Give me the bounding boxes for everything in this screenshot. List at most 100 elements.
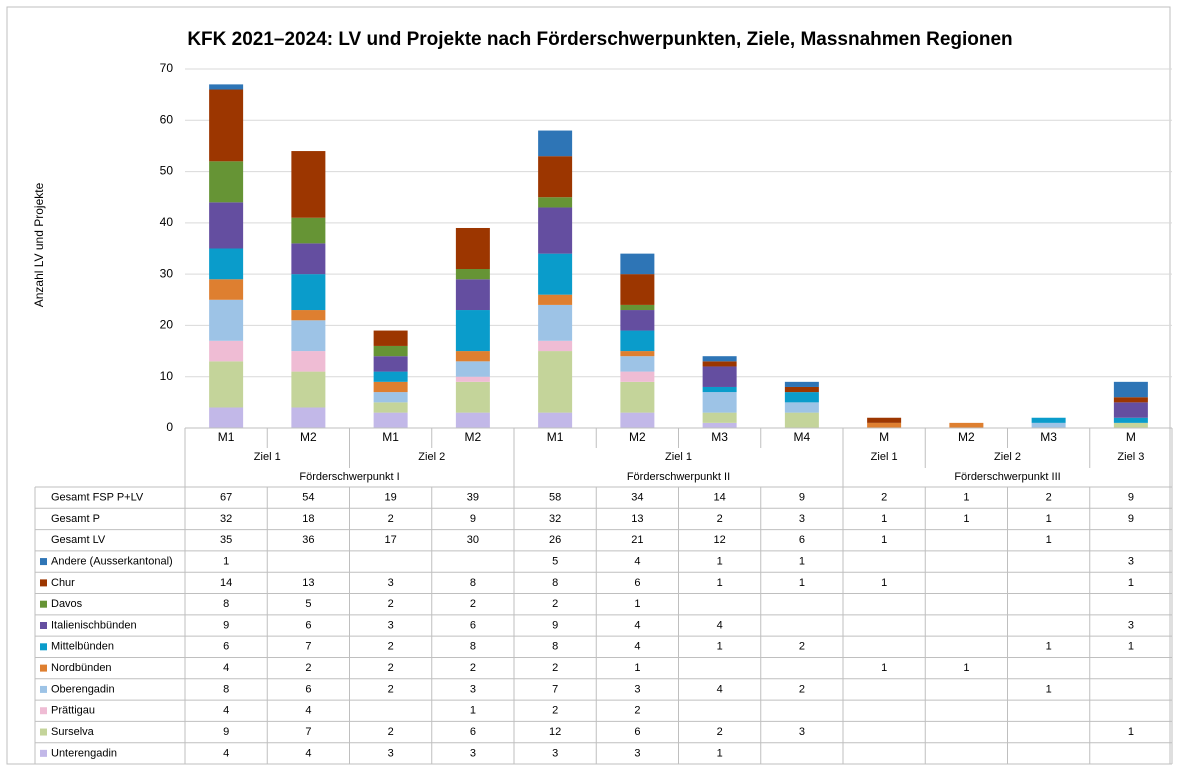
table-cell: 4 — [223, 747, 229, 759]
table-cell: 3 — [388, 577, 394, 589]
bar-segment — [620, 412, 655, 428]
row-label: Nordbünden — [51, 662, 112, 674]
table-cell: 4 — [305, 705, 311, 717]
table-cell: 2 — [552, 705, 558, 717]
bar-segment — [784, 392, 819, 403]
row-label: Unterengadin — [51, 747, 117, 759]
chart-border — [6, 6, 1171, 765]
table-cell: 26 — [549, 534, 561, 546]
table-cell: 12 — [714, 534, 726, 546]
bar-segment — [702, 422, 737, 428]
row-label: Davos — [51, 598, 83, 610]
row-label: Gesamt LV — [51, 534, 106, 546]
legend-swatch — [40, 600, 47, 608]
bar-segment — [209, 299, 244, 341]
bar-segment — [620, 351, 655, 357]
x-tick-label: M — [879, 430, 889, 444]
table-cell: 1 — [963, 492, 969, 504]
table-cell: 6 — [634, 577, 640, 589]
table-cell: 1 — [717, 577, 723, 589]
bar-segment — [291, 371, 326, 408]
table-cell: 8 — [470, 641, 476, 653]
table-cell: 2 — [552, 662, 558, 674]
bar-segment — [538, 340, 573, 352]
table-cell: 9 — [552, 619, 558, 631]
table-cell: 5 — [305, 598, 311, 610]
bar-segment — [455, 279, 490, 311]
bar-segment — [538, 207, 573, 254]
bar-segment — [702, 356, 737, 362]
table-cell: 1 — [717, 747, 723, 759]
bar-segment — [291, 243, 326, 275]
chart-title: KFK 2021–2024: LV und Projekte nach Förd… — [187, 29, 1012, 50]
table-cell: 32 — [220, 513, 232, 525]
bar-segment — [209, 248, 244, 280]
x-tick-label: M1 — [547, 430, 564, 444]
table-cell: 6 — [470, 726, 476, 738]
table-cell: 58 — [549, 492, 561, 504]
bar-segment — [373, 371, 408, 382]
bar-segment — [291, 320, 326, 352]
x-tick-label: M4 — [794, 430, 811, 444]
table-cell: 8 — [470, 577, 476, 589]
table-cell: 9 — [1128, 492, 1134, 504]
bar-segment — [538, 156, 573, 198]
bar-segment — [1031, 422, 1066, 428]
table-cell: 1 — [223, 555, 229, 567]
legend-swatch — [40, 728, 47, 736]
bar-segment — [209, 361, 244, 408]
table-cell: 9 — [223, 619, 229, 631]
table-cell: 1 — [1046, 683, 1052, 695]
bar-segment — [702, 412, 737, 423]
table-cell: 6 — [305, 683, 311, 695]
table-cell: 3 — [1128, 619, 1134, 631]
table-cell: 34 — [631, 492, 643, 504]
table-cell: 3 — [1128, 555, 1134, 567]
table-cell: 13 — [302, 577, 314, 589]
bar-segment — [784, 386, 819, 393]
bar-segment — [209, 161, 244, 203]
group-label: Förderschwerpunkt I — [299, 471, 399, 483]
bar-segment — [373, 392, 408, 403]
table-cell: 2 — [470, 598, 476, 610]
table-cell: 19 — [385, 492, 397, 504]
table-cell: 2 — [470, 662, 476, 674]
bar-segment — [702, 392, 737, 413]
table-cell: 2 — [799, 683, 805, 695]
table-cell: 1 — [1128, 726, 1134, 738]
bar-segment — [373, 330, 408, 346]
group-label: Ziel 1 — [254, 451, 281, 463]
table-cell: 21 — [631, 534, 643, 546]
bar-segment — [620, 371, 655, 382]
table-cell: 17 — [385, 534, 397, 546]
table-cell: 1 — [634, 598, 640, 610]
table-cell: 1 — [799, 555, 805, 567]
bar-segment — [291, 151, 326, 218]
table-cell: 6 — [305, 619, 311, 631]
bar-segment — [538, 294, 573, 305]
bar-segment — [455, 376, 490, 382]
x-tick-label: M2 — [300, 430, 317, 444]
bar-segment — [209, 84, 244, 90]
table-cell: 2 — [1046, 492, 1052, 504]
bar-segment — [620, 330, 655, 352]
row-label: Italienischbünden — [51, 619, 137, 631]
table-cell: 4 — [634, 619, 640, 631]
table-cell: 3 — [470, 683, 476, 695]
bar-segment — [1113, 422, 1148, 428]
table-cell: 35 — [220, 534, 232, 546]
bar-segment — [455, 310, 490, 352]
row-label: Gesamt FSP P+LV — [51, 492, 144, 504]
table-cell: 1 — [470, 705, 476, 717]
table-cell: 8 — [223, 598, 229, 610]
table-cell: 2 — [388, 513, 394, 525]
bar-segment — [291, 217, 326, 244]
table-cell: 14 — [220, 577, 232, 589]
table-cell: 1 — [881, 577, 887, 589]
legend-swatch — [40, 664, 47, 672]
table-cell: 1 — [1046, 513, 1052, 525]
row-label: Mittelbünden — [51, 641, 114, 653]
bar-segment — [455, 361, 490, 377]
bar-segment — [1113, 381, 1148, 398]
